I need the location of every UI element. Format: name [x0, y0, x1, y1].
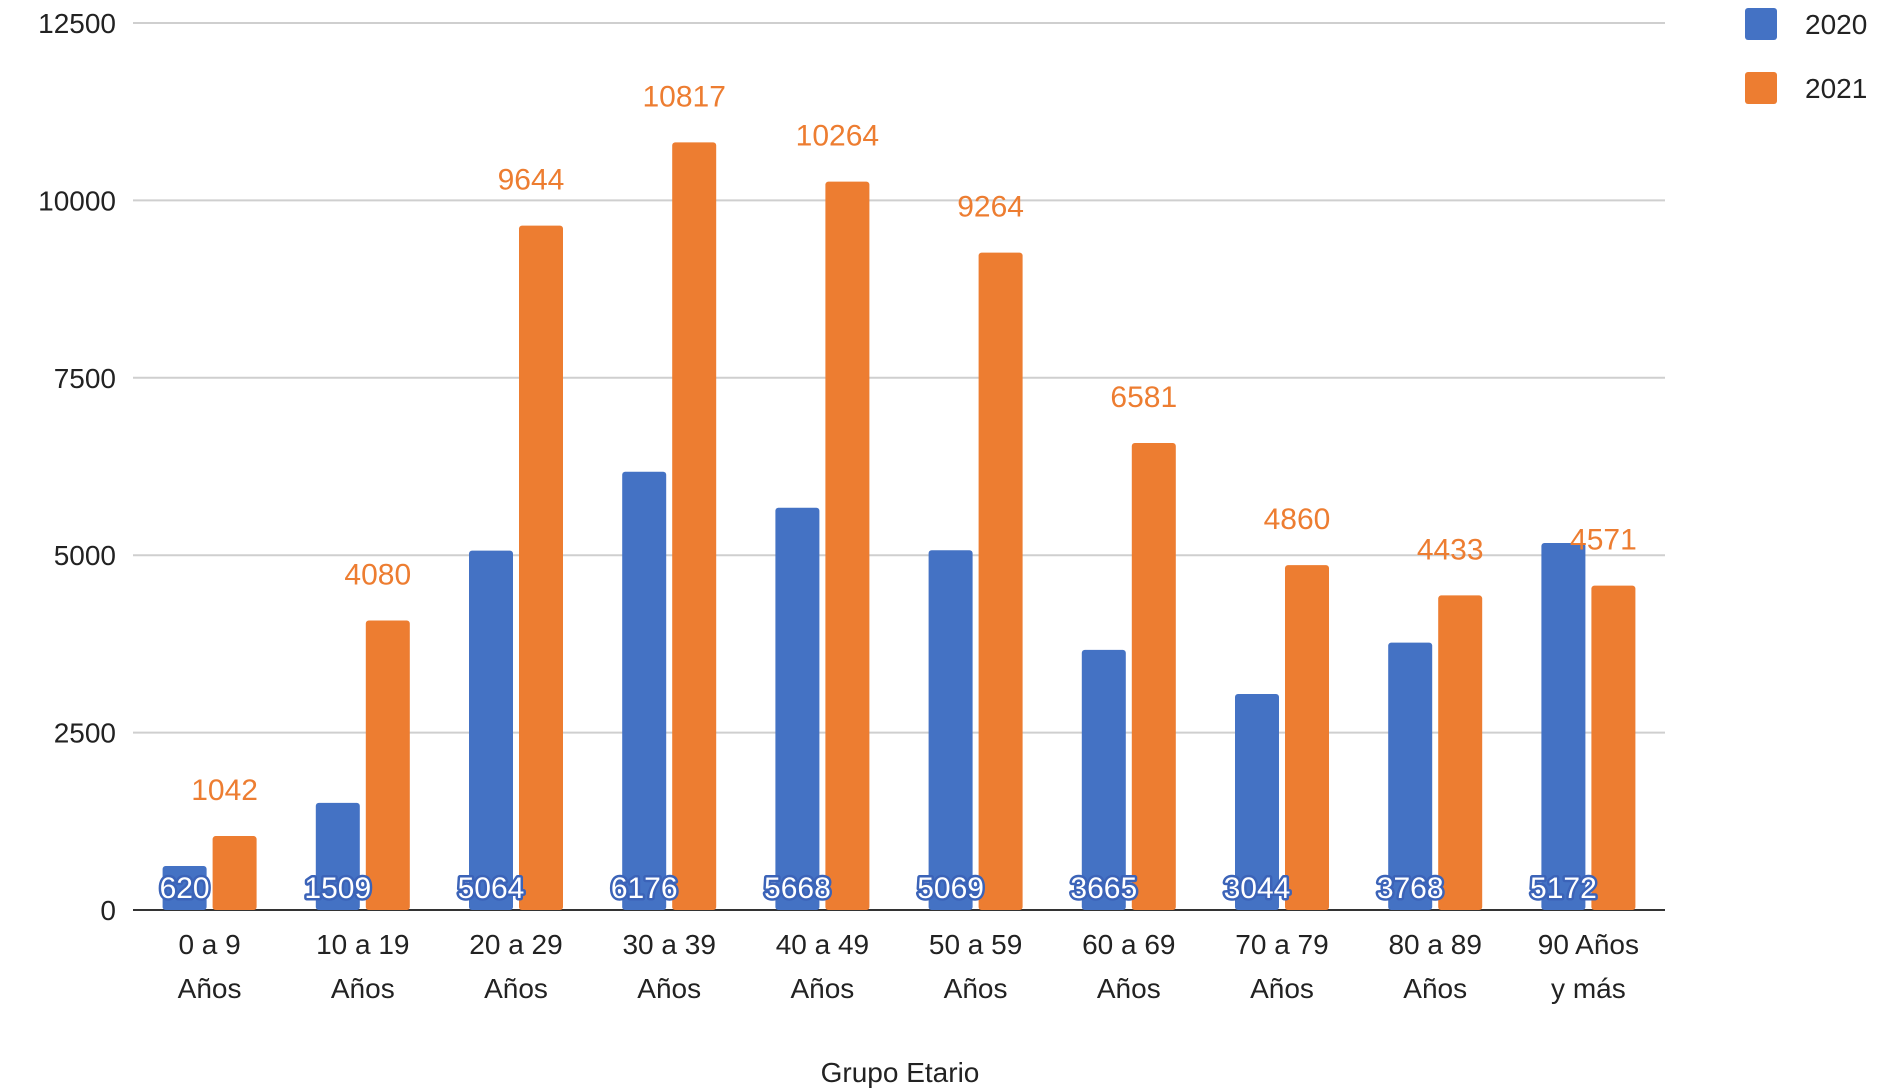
data-label-2021: 4080 [344, 558, 411, 591]
x-tick-label: 90 Años y más [1538, 929, 1639, 1004]
data-label-2020: 1509 [304, 872, 371, 905]
x-tick-label: 60 a 69 Años [1082, 929, 1175, 1004]
data-label-2021: 1042 [191, 774, 258, 807]
data-label-2020: 3665 [1070, 872, 1137, 905]
y-tick-label: 12500 [38, 8, 116, 39]
bar-2020 [1388, 642, 1433, 910]
y-axis: 0 2500 5000 7500 10000 12500 [38, 8, 116, 926]
bar-2021 [825, 181, 870, 910]
data-label-2021: 4433 [1417, 533, 1484, 566]
legend-label-2021: 2021 [1805, 73, 1867, 104]
data-label-2020: 5668 [764, 872, 831, 905]
data-label-2020: 5064 [458, 872, 525, 905]
data-label-2020: 620 [160, 872, 210, 905]
bar-2021 [519, 225, 563, 911]
y-tick-label: 2500 [54, 718, 116, 749]
x-tick-label: 40 a 49 Años [776, 929, 869, 1004]
data-label-2020: 6176 [611, 872, 678, 905]
data-label-2020: 3768 [1377, 872, 1444, 905]
bar-2020 [1235, 693, 1279, 910]
bar-2020 [775, 507, 820, 910]
x-tick-label: 10 a 19 Años [316, 929, 409, 1004]
data-label-2021: 9264 [957, 191, 1024, 224]
x-axis-title: Grupo Etario [821, 1057, 980, 1088]
bar-2020 [622, 471, 667, 910]
x-tick-label: 70 a 79 Años [1235, 929, 1328, 1004]
data-label-2021: 4571 [1570, 524, 1637, 557]
data-label-2021: 10264 [796, 120, 879, 153]
x-tick-label: 30 a 39 Años [622, 929, 715, 1004]
bar-2021 [1285, 565, 1329, 910]
data-label-2021: 10817 [642, 80, 725, 113]
bar-2020 [928, 550, 973, 910]
gridlines [133, 22, 1665, 911]
data-label-2021: 9644 [498, 164, 565, 197]
bar-2020 [1081, 649, 1126, 910]
y-tick-label: 10000 [38, 185, 116, 216]
bar-2021 [978, 252, 1023, 910]
data-label-2020: 5069 [917, 872, 984, 905]
bar-2020 [469, 550, 513, 910]
legend: 2020 2021 [1745, 8, 1867, 104]
bar-2021 [1591, 585, 1636, 910]
bar-2021 [212, 836, 257, 910]
x-tick-label: 20 a 29 Años [469, 929, 562, 1004]
bar-2021 [1438, 595, 1483, 910]
y-tick-label: 5000 [54, 540, 116, 571]
bar-2020 [315, 802, 360, 910]
legend-swatch-2021 [1745, 72, 1777, 104]
x-tick-label: 50 a 59 Años [929, 929, 1022, 1004]
bar-2021 [1131, 443, 1176, 910]
data-label-2020: 3044 [1224, 872, 1291, 905]
data-label-2021: 6581 [1110, 381, 1177, 414]
data-label-2020: 5172 [1530, 872, 1597, 905]
x-tick-label: 80 a 89 Años [1388, 929, 1481, 1004]
bar-2021 [672, 142, 717, 911]
data-label-2021: 4860 [1264, 503, 1331, 536]
x-tick-label: 0 a 9 Años [178, 929, 242, 1004]
x-axis: 0 a 9 Años 10 a 19 Años 20 a 29 Años 30 a 39 Añ… [178, 929, 1639, 1004]
data-labels: 620 1042 1509 4080 5064 9644 6176 10817 5668 1026… [157, 80, 1637, 907]
legend-label-2020: 2020 [1805, 9, 1867, 40]
bar-2020 [162, 866, 207, 910]
legend-swatch-2020 [1745, 8, 1777, 40]
bar-2020 [1541, 542, 1586, 910]
y-tick-label: 7500 [54, 363, 116, 394]
y-tick-label: 0 [100, 895, 116, 926]
bar-2021 [365, 620, 410, 910]
bars [162, 142, 1636, 911]
